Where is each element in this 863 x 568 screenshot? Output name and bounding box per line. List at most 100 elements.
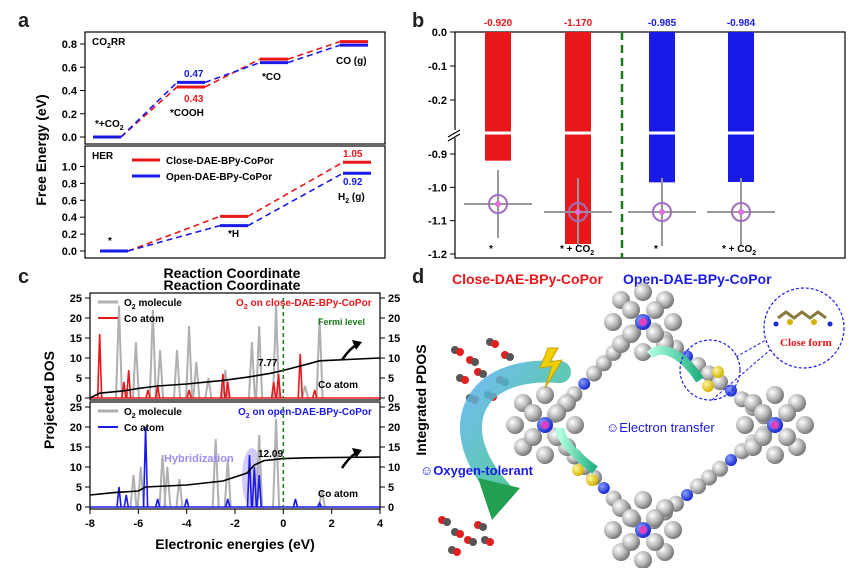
a-state-cooh: *COOH bbox=[170, 108, 204, 119]
c-tick-label-right: 5 bbox=[388, 373, 394, 385]
d-close-form-label: Close form bbox=[780, 337, 832, 349]
a-bottom-yaxis: 0.0 0.2 0.4 0.6 0.8 1.0 bbox=[62, 161, 85, 258]
d-carbon-sphere bbox=[634, 551, 652, 568]
c-tick-label-left: 15 bbox=[70, 442, 82, 454]
b-value-label: -0.920 bbox=[484, 18, 513, 29]
a-xlabel: Reaction Coordinate bbox=[164, 265, 301, 281]
d-carbon-sphere bbox=[712, 460, 728, 477]
panel-letter-a: a bbox=[18, 10, 30, 32]
legend-close: Close-DAE-BPy-CoPor bbox=[166, 156, 274, 167]
energy-connector bbox=[127, 224, 221, 252]
d-carbon-sphere bbox=[736, 416, 754, 434]
d-carbon-sphere bbox=[778, 428, 796, 446]
d-carbon-sphere bbox=[690, 478, 706, 495]
a-bot-tick-label: 0.8 bbox=[62, 178, 77, 190]
a-bot-tick-label: 0.6 bbox=[62, 195, 77, 207]
b-mol-center bbox=[575, 209, 581, 215]
d-carbon-sphere bbox=[506, 416, 524, 434]
b-tick-label: -1.0 bbox=[428, 182, 447, 194]
b-molecule bbox=[464, 170, 532, 238]
c-tick-label-left: 15 bbox=[70, 333, 82, 345]
d-nitrogen-sphere bbox=[725, 454, 737, 466]
c-tick-label-left: 25 bbox=[70, 293, 82, 305]
c-fermi-label: Fermi level bbox=[318, 317, 365, 327]
c-co-peak bbox=[123, 494, 130, 508]
a-state-star: * bbox=[108, 236, 112, 247]
c-tick-label-left: 5 bbox=[76, 373, 82, 385]
d-oxygen-arrow bbox=[460, 360, 571, 501]
a-state-h: *H bbox=[228, 229, 239, 240]
d-carbon-sphere bbox=[548, 404, 566, 422]
energy-connector bbox=[287, 44, 341, 64]
d-gas-atom bbox=[491, 340, 499, 348]
c-o2-peak bbox=[272, 305, 281, 399]
d-inset-molecule bbox=[773, 310, 833, 327]
d-carbon-sphere bbox=[701, 469, 717, 486]
c-co-peak bbox=[251, 466, 258, 508]
c-o2-peak bbox=[255, 434, 264, 508]
c-o2-peak bbox=[129, 474, 138, 508]
b-value-label: -0.984 bbox=[727, 18, 756, 29]
b-bar bbox=[485, 32, 511, 161]
b-bars: -0.920 -1.170 -0.985 -0.984 bbox=[484, 18, 756, 244]
b-mol-center bbox=[659, 209, 665, 215]
c-tick-label-left: 10 bbox=[70, 353, 82, 365]
a-state-co-gas: CO (g) bbox=[336, 56, 367, 67]
d-nitrogen-sphere bbox=[681, 489, 693, 501]
c-o2-peak bbox=[272, 418, 281, 508]
b-mol-core bbox=[731, 202, 751, 222]
a-bottom-energy-levels bbox=[100, 160, 371, 253]
d-cobalt-sphere bbox=[639, 526, 647, 534]
legend-open: Open-DAE-BPy-CoPor bbox=[166, 172, 272, 183]
c-top-plot bbox=[89, 298, 381, 399]
c-tick-label-right: 10 bbox=[388, 462, 400, 474]
c-top-legend-o2: O2 molecule bbox=[124, 298, 182, 311]
b-tick-label: -1.2 bbox=[428, 249, 447, 261]
c-co-peak bbox=[220, 373, 226, 399]
d-carbon-sphere bbox=[586, 365, 602, 382]
d-gas-atom bbox=[453, 548, 461, 556]
d-gas-atom bbox=[443, 518, 451, 526]
d-gas-atom bbox=[506, 353, 514, 361]
a-top-panel-title: CO2RR bbox=[92, 37, 126, 50]
a-top-yaxis: 0.0 0.2 0.4 0.6 0.8 bbox=[62, 39, 85, 144]
c-co-peak bbox=[316, 501, 323, 508]
b-cat-4: * + CO2 bbox=[722, 244, 756, 257]
energy-connector bbox=[287, 40, 341, 60]
b-molecule bbox=[628, 178, 696, 246]
a-bot-tick-label: 0.2 bbox=[62, 229, 77, 241]
c-tick-label-left: 20 bbox=[70, 422, 82, 434]
d-sulfur-sphere bbox=[572, 464, 584, 476]
b-mol-center bbox=[495, 201, 501, 207]
c-tick-label-right: 15 bbox=[388, 442, 400, 454]
c-o2-peak bbox=[255, 325, 264, 399]
d-inset-circle bbox=[763, 287, 845, 369]
panel-d-framework-illustration: Close form ☺Electron transfer ☺Oxygen-to… bbox=[420, 283, 845, 568]
c-top-arrowhead bbox=[352, 340, 362, 350]
d-carbon-sphere bbox=[536, 446, 554, 464]
panel-letter-c: c bbox=[18, 266, 29, 288]
c-o2-peak bbox=[148, 309, 157, 399]
d-sulfur-sphere bbox=[712, 366, 724, 378]
b-tick-label: -0.9 bbox=[428, 149, 447, 161]
c-tick-label-left: 5 bbox=[76, 482, 82, 494]
c-co-peak bbox=[297, 353, 304, 399]
d-electron-transfer-label: ☺Electron transfer bbox=[606, 420, 715, 435]
d-carbon-sphere bbox=[595, 355, 612, 372]
b-mol-center bbox=[738, 209, 744, 215]
c-bot-annot-label: Co atom bbox=[318, 489, 358, 500]
d-carbon-sphere bbox=[796, 416, 814, 434]
d-gas-atom bbox=[461, 376, 469, 384]
b-yaxis: 0.0 -0.1 -0.2 -0.9 -1.0 -1.1 -1.2 bbox=[428, 27, 455, 261]
d-nitrogen-sphere bbox=[597, 482, 610, 494]
c-o2-peak bbox=[163, 466, 172, 508]
d-gas-atom bbox=[479, 370, 487, 378]
c-top-title: O2 on close-DAE-BPy-CoPor bbox=[236, 298, 372, 311]
d-inset-connector-1 bbox=[735, 339, 767, 358]
c-co-peak bbox=[145, 389, 151, 399]
energy-connector bbox=[127, 215, 221, 252]
d-carbon-sphere bbox=[622, 509, 640, 527]
a-top-tick-label: 0.8 bbox=[62, 39, 77, 51]
d-carbon-sphere bbox=[754, 428, 772, 446]
